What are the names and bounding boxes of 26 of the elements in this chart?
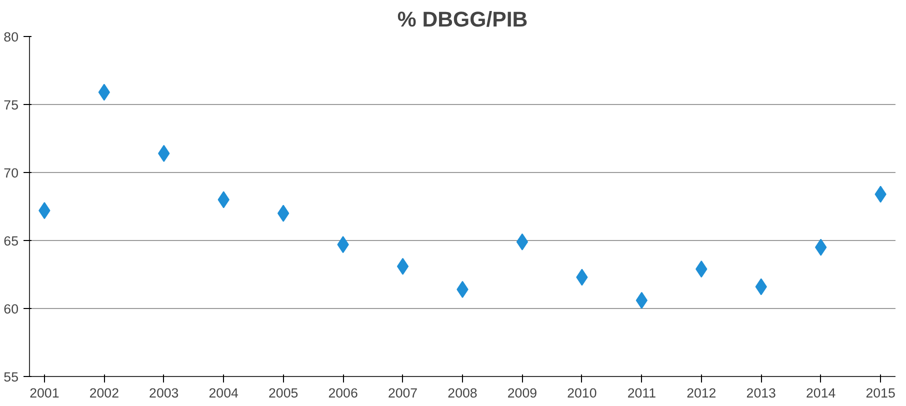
x-tick-label: 2001 [30,386,60,400]
x-tick-label: 2009 [507,386,538,400]
x-tick-label: 2013 [746,386,776,400]
y-tick-label: 60 [4,302,19,316]
y-tick-label: 80 [4,30,19,44]
x-tick-label: 2005 [268,386,298,400]
x-tick-label: 2006 [328,386,358,400]
x-tick-label: 2012 [686,386,716,400]
point [396,258,409,275]
x-tick-label: 2007 [388,386,418,400]
x-tick-label: 2008 [448,386,478,400]
x-tick-label: 2010 [567,386,597,400]
x-tick-label: 2011 [627,386,656,400]
point [277,204,290,222]
y-tick-label: 65 [4,234,19,248]
x-tick-label: 2015 [866,386,896,400]
point [516,233,528,250]
y-tick-label: 70 [4,166,19,180]
x-tick-label: 2004 [208,386,240,400]
y-tick-label: 75 [4,98,19,112]
chart-title: % DBGG/PIB [397,8,528,32]
point [636,292,648,309]
x-tick-label: 2003 [149,386,179,400]
x-tick-label: 2014 [806,386,836,400]
x-tick-label: 2002 [89,386,119,400]
y-tick-label: 55 [4,370,19,384]
